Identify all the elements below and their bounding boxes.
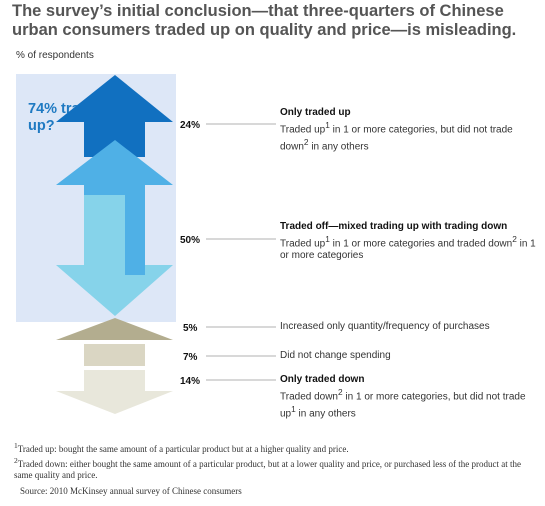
- chart-title: The survey’s initial conclusion—that thr…: [12, 2, 517, 39]
- footnote-2: 2Traded down: either bought the same amo…: [14, 456, 522, 480]
- arrow-increased-quantity: [56, 318, 173, 340]
- segment-no-change: Did not change spending: [280, 350, 542, 362]
- segment-only-traded-down: Only traded down Traded down2 in 1 or mo…: [280, 374, 542, 421]
- arrow-only-traded-up: [115, 75, 173, 157]
- footnotes: 1Traded up: bought the same amount of a …: [14, 440, 536, 497]
- segment-heading: Only traded down: [280, 374, 365, 385]
- value-label-quantity: 5%: [183, 323, 198, 334]
- source-note: Source: 2010 McKinsey annual survey of C…: [20, 486, 242, 496]
- segment-description: Traded up1 in 1 or more categories, but …: [280, 120, 513, 153]
- arrow-traded-off-down: [56, 195, 173, 316]
- value-label-only-down: 14%: [180, 376, 200, 387]
- segment-heading: Traded off—mixed trading up with trading…: [280, 221, 508, 232]
- value-label-only-up: 24%: [180, 120, 200, 131]
- leader-lines: [206, 123, 276, 381]
- arrow-only-traded-up-left: [56, 75, 115, 157]
- arrow-only-traded-down: [56, 370, 173, 414]
- unit-label: % of respondents: [16, 50, 94, 61]
- segment-description: Did not change spending: [280, 350, 391, 361]
- value-label-traded-off: 50%: [180, 235, 200, 246]
- value-label-no-change: 7%: [183, 352, 198, 363]
- segment-description: Traded down2 in 1 or more categories, bu…: [280, 387, 526, 420]
- segment-increased-quantity: Increased only quantity/frequency of pur…: [280, 321, 542, 333]
- segment-heading: Only traded up: [280, 107, 351, 118]
- segment-description: Traded up1 in 1 or more categories and t…: [280, 234, 536, 262]
- footnote-1: 1Traded up: bought the same amount of a …: [14, 441, 349, 454]
- segment-description: Increased only quantity/frequency of pur…: [280, 321, 490, 332]
- segment-only-traded-up: Only traded up Traded up1 in 1 or more c…: [280, 107, 542, 154]
- bar-no-change: [84, 344, 145, 366]
- arrow-traded-off-up: [115, 140, 173, 275]
- segment-traded-off: Traded off—mixed trading up with trading…: [280, 221, 542, 262]
